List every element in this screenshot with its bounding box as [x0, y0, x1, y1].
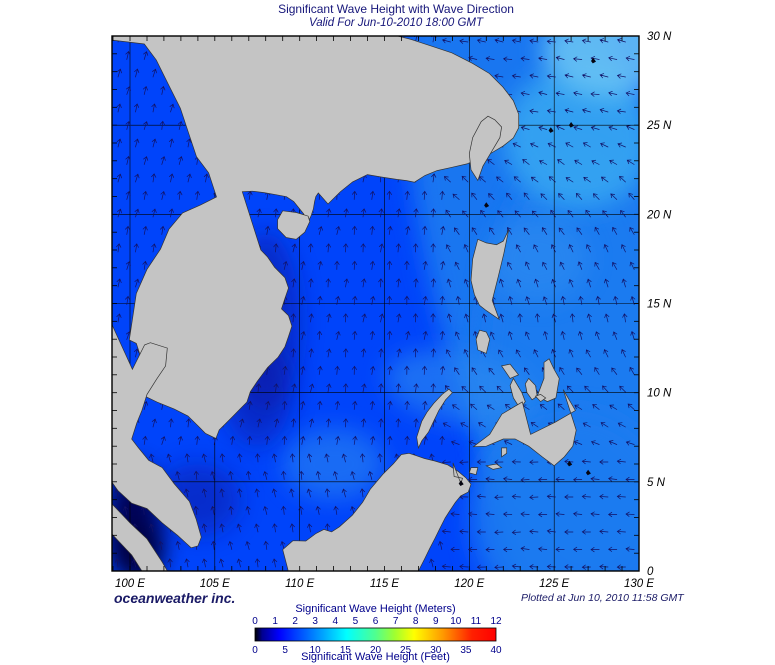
svg-text:130 E: 130 E: [624, 578, 654, 590]
svg-text:115 E: 115 E: [370, 578, 400, 590]
svg-text:35: 35: [460, 645, 472, 656]
svg-text:oceanweather inc.: oceanweather inc.: [114, 590, 235, 606]
svg-text:0: 0: [252, 616, 258, 627]
svg-text:12: 12: [490, 616, 502, 627]
svg-text:6: 6: [373, 616, 379, 627]
svg-text:5: 5: [353, 616, 359, 627]
svg-text:11: 11: [471, 616, 482, 627]
svg-text:8: 8: [413, 616, 419, 627]
svg-text:110 E: 110 E: [285, 578, 315, 590]
svg-text:25 N: 25 N: [646, 120, 672, 132]
svg-text:Plotted at Jun 10, 2010 11:58: Plotted at Jun 10, 2010 11:58 GMT: [521, 592, 685, 604]
svg-text:Significant Wave Height with W: Significant Wave Height with Wave Direct…: [278, 2, 514, 16]
svg-text:5: 5: [282, 645, 288, 656]
svg-text:1: 1: [272, 616, 278, 627]
svg-text:Valid For Jun-10-2010 18:00 GM: Valid For Jun-10-2010 18:00 GMT: [309, 17, 484, 29]
svg-text:10 N: 10 N: [647, 388, 672, 400]
svg-text:15 N: 15 N: [647, 299, 672, 311]
svg-text:Significant Wave Height (Feet): Significant Wave Height (Feet): [301, 651, 450, 663]
svg-text:105 E: 105 E: [200, 578, 230, 590]
svg-text:10: 10: [450, 616, 462, 627]
svg-text:30 N: 30 N: [647, 31, 672, 43]
svg-text:0: 0: [252, 645, 258, 656]
svg-text:9: 9: [433, 616, 439, 627]
svg-text:100 E: 100 E: [115, 578, 145, 590]
svg-text:20 N: 20 N: [646, 209, 672, 221]
svg-text:0: 0: [647, 566, 654, 578]
svg-text:40: 40: [490, 645, 502, 656]
svg-text:5 N: 5 N: [647, 477, 666, 489]
svg-text:125 E: 125 E: [539, 578, 569, 590]
svg-text:2: 2: [292, 616, 298, 627]
svg-text:120 E: 120 E: [454, 578, 484, 590]
svg-text:3: 3: [312, 616, 318, 627]
svg-text:4: 4: [333, 616, 339, 627]
svg-text:Significant Wave Height (Meter: Significant Wave Height (Meters): [295, 603, 455, 615]
svg-text:7: 7: [393, 616, 399, 627]
